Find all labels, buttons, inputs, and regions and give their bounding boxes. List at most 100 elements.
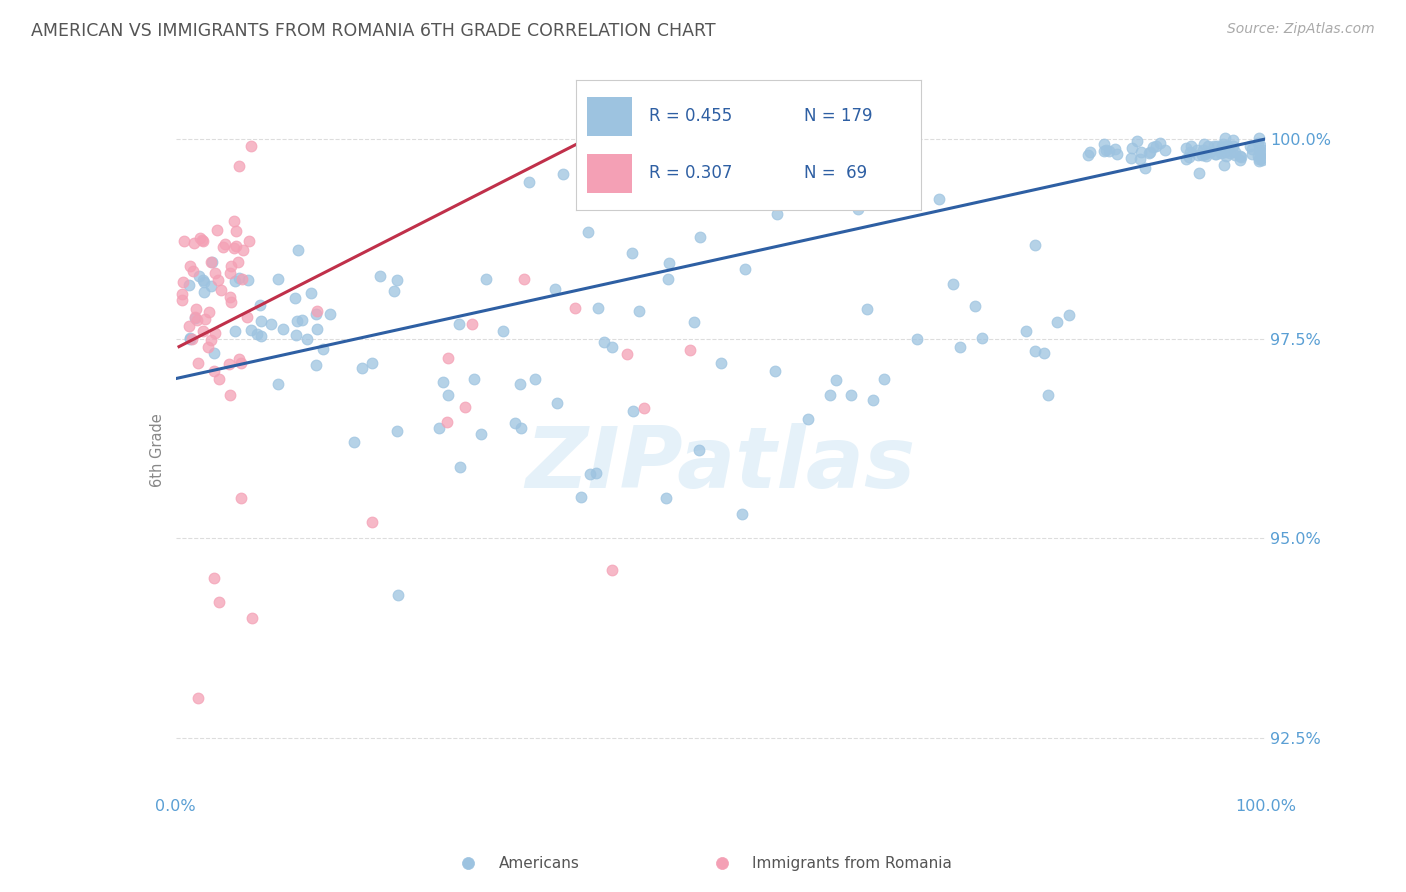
Point bbox=[492, 324, 515, 338]
Point bbox=[1188, 166, 1211, 180]
Point bbox=[657, 271, 679, 285]
Point bbox=[352, 361, 374, 376]
Point bbox=[783, 194, 806, 209]
Point bbox=[679, 343, 702, 357]
Point bbox=[633, 401, 655, 416]
Point bbox=[232, 243, 254, 257]
Point bbox=[193, 285, 215, 300]
Point bbox=[201, 255, 224, 269]
Point bbox=[1078, 145, 1101, 160]
Point bbox=[250, 329, 273, 343]
Point bbox=[1205, 147, 1227, 161]
Point bbox=[305, 307, 328, 321]
Point bbox=[183, 310, 205, 324]
Point bbox=[576, 226, 599, 240]
Point bbox=[1098, 144, 1121, 158]
Point bbox=[1174, 152, 1197, 166]
Point bbox=[1192, 143, 1215, 157]
Point bbox=[437, 387, 460, 401]
Point bbox=[231, 272, 253, 286]
Point bbox=[246, 327, 269, 342]
Point bbox=[688, 443, 710, 458]
Point bbox=[1144, 138, 1167, 153]
Point bbox=[1211, 139, 1233, 153]
Point bbox=[517, 175, 540, 189]
Point bbox=[1194, 147, 1216, 161]
Text: R = 0.307: R = 0.307 bbox=[648, 164, 733, 182]
Text: N =  69: N = 69 bbox=[804, 164, 868, 182]
Point bbox=[219, 266, 242, 280]
Point bbox=[222, 241, 245, 255]
Point bbox=[219, 290, 242, 304]
Point bbox=[1247, 148, 1270, 162]
Point bbox=[564, 301, 586, 315]
Point bbox=[763, 363, 786, 377]
Point bbox=[211, 240, 233, 254]
Point bbox=[240, 611, 263, 625]
Point bbox=[207, 273, 229, 287]
Point bbox=[524, 371, 547, 385]
Point bbox=[862, 392, 884, 407]
Text: Immigrants from Romania: Immigrants from Romania bbox=[752, 856, 952, 871]
Point bbox=[1215, 148, 1237, 162]
Point bbox=[1077, 147, 1099, 161]
Point bbox=[1178, 150, 1201, 164]
Point bbox=[179, 259, 201, 273]
Point bbox=[628, 304, 651, 318]
Point bbox=[449, 459, 471, 474]
Point bbox=[172, 275, 194, 289]
Point bbox=[1057, 308, 1080, 322]
Point bbox=[238, 234, 260, 248]
Point bbox=[1246, 136, 1268, 150]
Point bbox=[225, 239, 247, 253]
Point bbox=[1219, 146, 1241, 161]
Bar bbox=[586, 154, 631, 193]
Point bbox=[204, 266, 226, 280]
Point bbox=[312, 342, 335, 356]
Point bbox=[1046, 315, 1069, 329]
Point bbox=[731, 508, 754, 522]
Point bbox=[447, 318, 470, 332]
Point bbox=[689, 230, 711, 244]
Point bbox=[544, 282, 567, 296]
Point bbox=[202, 345, 225, 359]
Text: ZIPatlas: ZIPatlas bbox=[526, 423, 915, 506]
Point bbox=[1024, 237, 1046, 252]
Point bbox=[181, 263, 204, 277]
Point bbox=[509, 376, 531, 391]
Point bbox=[1250, 153, 1272, 167]
Point bbox=[204, 326, 226, 340]
Point bbox=[305, 359, 328, 373]
Point bbox=[600, 340, 623, 354]
Point bbox=[285, 314, 308, 328]
Point bbox=[342, 434, 364, 449]
Point bbox=[942, 277, 965, 291]
Point bbox=[621, 403, 644, 417]
Point bbox=[427, 420, 450, 434]
Point bbox=[186, 356, 209, 370]
Point bbox=[173, 234, 195, 248]
Point bbox=[1137, 145, 1160, 160]
Point bbox=[387, 424, 409, 438]
Bar bbox=[586, 97, 631, 136]
Point bbox=[963, 299, 986, 313]
Point bbox=[225, 224, 247, 238]
Text: Americans: Americans bbox=[499, 856, 579, 871]
Point bbox=[470, 427, 492, 442]
Point bbox=[1133, 161, 1156, 176]
Point bbox=[360, 356, 382, 370]
Point bbox=[1094, 143, 1116, 157]
Point bbox=[186, 691, 209, 706]
Point bbox=[197, 340, 219, 354]
Point bbox=[1212, 136, 1234, 151]
Point bbox=[191, 233, 214, 247]
Point bbox=[1036, 388, 1059, 402]
Point bbox=[1229, 153, 1251, 167]
Point bbox=[616, 347, 638, 361]
Point bbox=[382, 284, 405, 298]
Point bbox=[1105, 147, 1128, 161]
Point bbox=[1247, 144, 1270, 158]
Point bbox=[436, 351, 458, 366]
Point bbox=[202, 363, 225, 377]
Point bbox=[267, 377, 290, 392]
